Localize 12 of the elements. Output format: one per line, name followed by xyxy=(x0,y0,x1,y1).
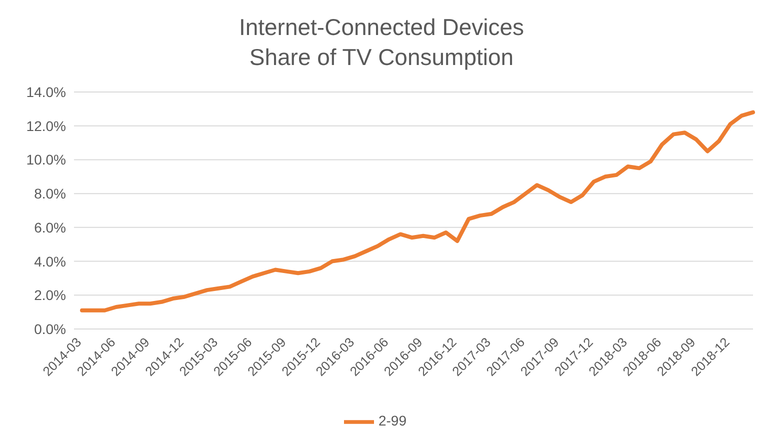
chart-subtitle: Share of TV Consumption xyxy=(248,43,515,72)
legend-label: 2-99 xyxy=(378,412,407,429)
chart-title: Internet-Connected Devices xyxy=(238,13,526,42)
y-tick-label: 8.0% xyxy=(34,186,66,202)
y-tick-label: 4.0% xyxy=(34,253,66,270)
line-series xyxy=(80,110,755,312)
y-tick-label: 10.0% xyxy=(26,152,66,168)
y-tick-label: 2.0% xyxy=(34,287,66,304)
y-tick-label: 12.0% xyxy=(26,118,66,134)
y-tick-label: 0.0% xyxy=(34,320,66,337)
y-tick-label: 6.0% xyxy=(34,219,66,236)
y-tick-label: 14.0% xyxy=(26,84,66,100)
